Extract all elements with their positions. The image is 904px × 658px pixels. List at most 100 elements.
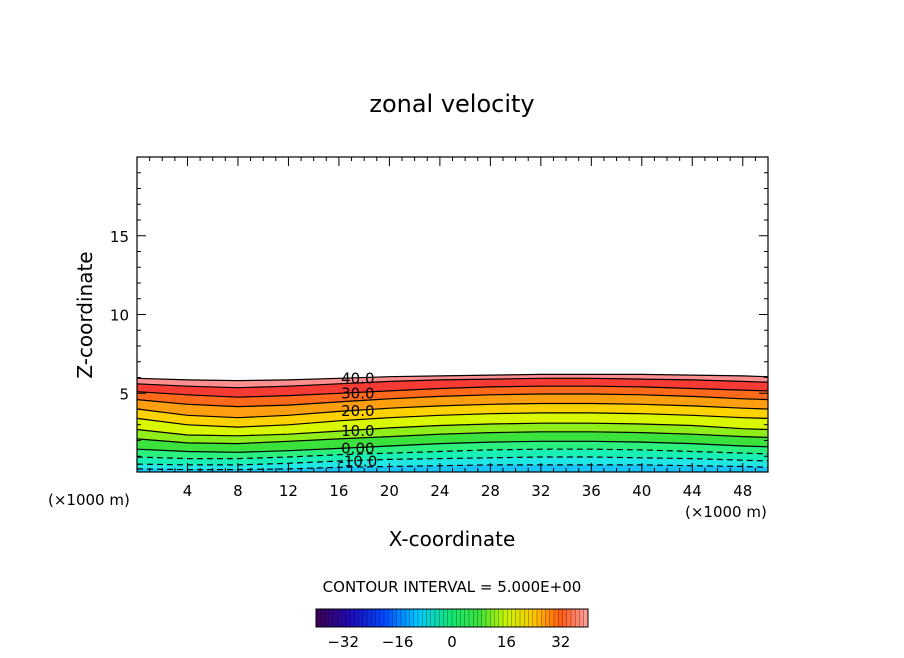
colorbar-segment bbox=[426, 609, 432, 627]
colorbar-segment bbox=[494, 609, 500, 627]
colorbar-segment bbox=[388, 609, 393, 627]
colorbar-segment bbox=[409, 609, 415, 627]
x-tick-label: 20 bbox=[380, 482, 399, 500]
colorbar-segment bbox=[473, 609, 478, 627]
colorbar-tick-label: 16 bbox=[497, 633, 516, 651]
x-axis: 4 8 12 16 20 24 28 32 36 40 44 48 bbox=[149, 157, 756, 500]
colorbar-segment bbox=[481, 609, 487, 627]
colorbar-segment bbox=[571, 609, 576, 627]
colorbar-tick-label: −16 bbox=[382, 633, 414, 651]
colorbar-segment bbox=[575, 609, 580, 627]
colorbar-segment bbox=[392, 609, 398, 627]
y-tick-label: 15 bbox=[110, 228, 129, 246]
colorbar-segment bbox=[520, 609, 525, 627]
colorbar-segment bbox=[337, 609, 342, 627]
colorbar-segment bbox=[558, 609, 563, 627]
colorbar-segment bbox=[477, 609, 483, 627]
colorbar-segment bbox=[439, 609, 444, 627]
colorbar-segment bbox=[583, 609, 589, 627]
x-tick-label: 40 bbox=[632, 482, 651, 500]
colorbar-segment bbox=[507, 609, 512, 627]
contour-line bbox=[136, 431, 769, 445]
colorbar-segment bbox=[498, 609, 504, 627]
colorbar-segment bbox=[328, 609, 334, 627]
chart-title: zonal velocity bbox=[369, 90, 534, 118]
y-axis: 5 10 15 bbox=[110, 172, 768, 457]
contour-label: 20.0 bbox=[341, 402, 374, 420]
colorbar-segment bbox=[503, 609, 508, 627]
colorbar-segment bbox=[430, 609, 436, 627]
x-unit-left: (×1000 m) bbox=[48, 491, 130, 509]
y-tick-label: 5 bbox=[119, 385, 129, 403]
colorbar-segment bbox=[566, 609, 572, 627]
contour-label: -10.0 bbox=[338, 452, 377, 470]
y-tick-label: 10 bbox=[110, 307, 129, 325]
colorbar-segment bbox=[375, 609, 381, 627]
contour-label: 40.0 bbox=[341, 370, 374, 388]
colorbar-segment bbox=[413, 609, 419, 627]
contour-labels: 30.020.0 10.00.00-10.0 40.0 bbox=[338, 370, 377, 471]
colorbar-segment bbox=[362, 609, 368, 627]
colorbar-segment bbox=[324, 609, 330, 627]
contour-interval-label: CONTOUR INTERVAL = 5.000E+00 bbox=[323, 578, 582, 596]
colorbar-segment bbox=[341, 609, 347, 627]
colorbar-segment bbox=[447, 609, 453, 627]
x-tick-label: 48 bbox=[733, 482, 752, 500]
x-tick-label: 44 bbox=[683, 482, 702, 500]
x-tick-label: 8 bbox=[233, 482, 243, 500]
colorbar-segment bbox=[401, 609, 406, 627]
colorbar-tick-label: 32 bbox=[551, 633, 570, 651]
colorbar-segment bbox=[350, 609, 355, 627]
colorbar-segment bbox=[452, 609, 457, 627]
colorbar-segment bbox=[537, 609, 542, 627]
x-tick-label: 12 bbox=[279, 482, 298, 500]
colorbar-segment bbox=[554, 609, 559, 627]
contour-line bbox=[136, 402, 769, 419]
x-tick-label: 32 bbox=[531, 482, 550, 500]
x-unit-right: (×1000 m) bbox=[685, 503, 767, 521]
colorbar-segment bbox=[316, 609, 321, 627]
colorbar-segment bbox=[358, 609, 364, 627]
colorbar-segment bbox=[549, 609, 555, 627]
x-tick-label: 4 bbox=[183, 482, 193, 500]
colorbar-segment bbox=[579, 609, 585, 627]
contour-line bbox=[136, 393, 769, 408]
x-tick-label: 28 bbox=[481, 482, 500, 500]
contour-line bbox=[136, 440, 769, 453]
contour-line bbox=[136, 377, 769, 389]
x-tick-label: 16 bbox=[329, 482, 348, 500]
colorbar-segment bbox=[422, 609, 427, 627]
colorbar-segment bbox=[532, 609, 538, 627]
colorbar-segment bbox=[460, 609, 466, 627]
colorbar-segment bbox=[418, 609, 423, 627]
colorbar-segment bbox=[545, 609, 551, 627]
colorbar-segment bbox=[333, 609, 338, 627]
colorbar-segment bbox=[490, 609, 495, 627]
colorbar-border bbox=[315, 608, 589, 628]
colorbar-segment bbox=[354, 609, 359, 627]
contour-lines bbox=[136, 373, 769, 471]
colorbar-segment bbox=[435, 609, 440, 627]
colorbar-segment bbox=[469, 609, 474, 627]
colorbar-segment bbox=[320, 609, 325, 627]
colorbar-segment bbox=[528, 609, 534, 627]
colorbar-segment bbox=[367, 609, 372, 627]
x-axis-label: X-coordinate bbox=[389, 527, 516, 551]
colorbar-segment bbox=[524, 609, 529, 627]
contour-line bbox=[136, 373, 769, 382]
contour-label: 10.0 bbox=[341, 422, 374, 440]
colorbar-segment bbox=[379, 609, 385, 627]
colorbar-tick-label: −32 bbox=[327, 633, 359, 651]
colorbar-segment bbox=[464, 609, 470, 627]
y-axis-label: Z-coordinate bbox=[73, 251, 97, 378]
colorbar-tick-label: 0 bbox=[447, 633, 457, 651]
contour-line bbox=[136, 385, 769, 398]
colorbar-segment bbox=[515, 609, 521, 627]
colorbar-segment bbox=[456, 609, 461, 627]
colorbar-segment bbox=[486, 609, 491, 627]
colorbar-segment bbox=[541, 609, 546, 627]
colorbar-segment bbox=[443, 609, 449, 627]
colorbar-segment bbox=[405, 609, 410, 627]
